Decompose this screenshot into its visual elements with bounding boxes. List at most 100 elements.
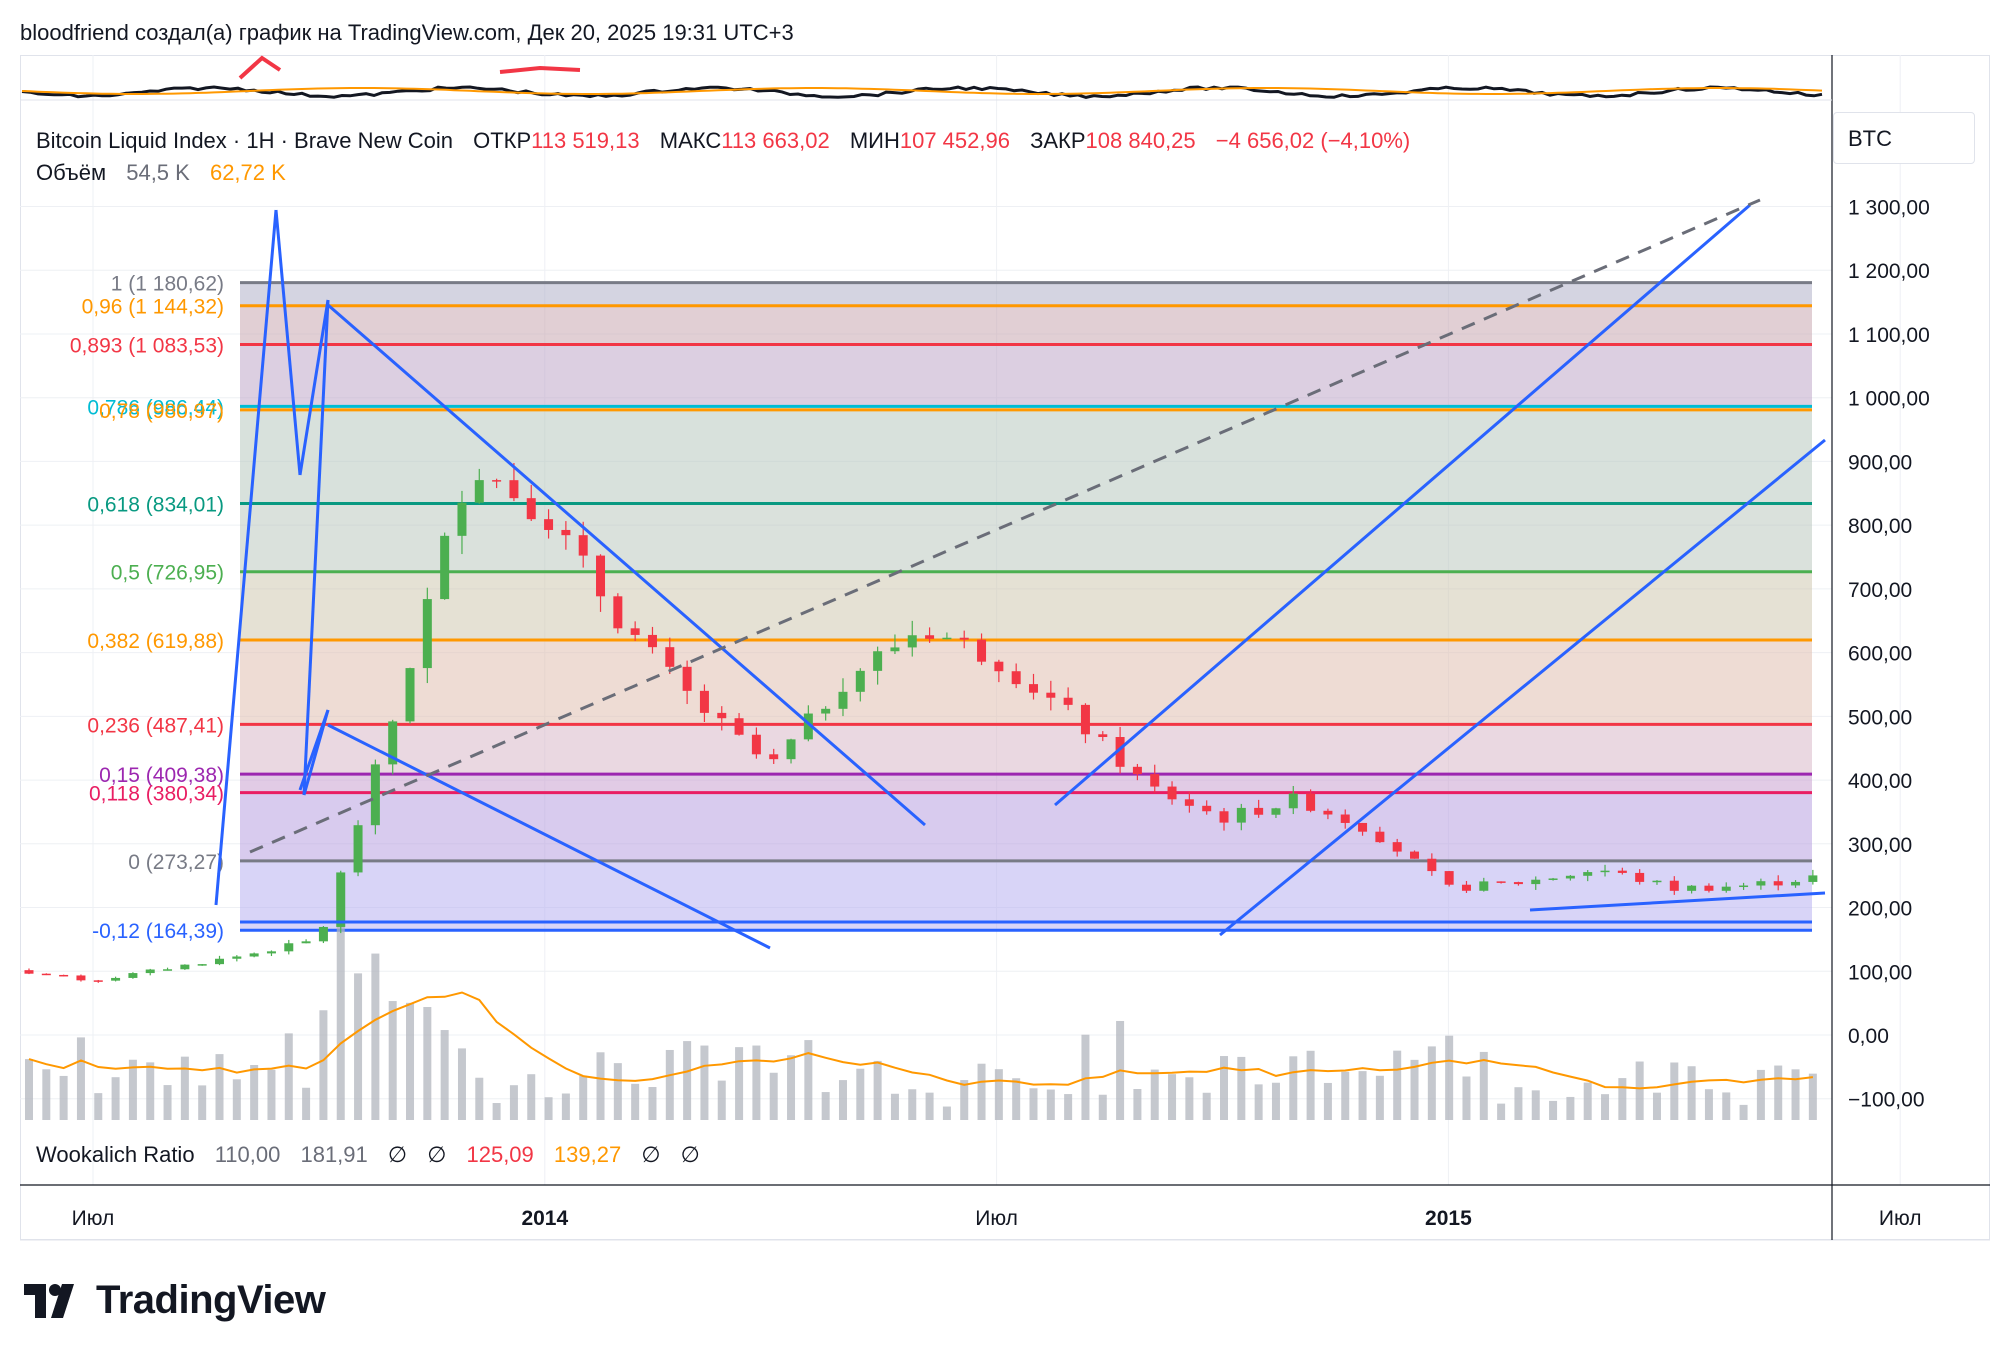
candlestick-series bbox=[24, 462, 1818, 983]
trend-line bbox=[274, 209, 302, 476]
fib-level-label: 0,618 (834,01) bbox=[87, 493, 224, 516]
volume-legend[interactable]: Объём 54,5 K 62,72 K bbox=[36, 160, 286, 186]
trend-line bbox=[1529, 891, 1826, 912]
close-value: 108 840,25 bbox=[1085, 128, 1196, 153]
candle-body bbox=[1392, 842, 1402, 852]
candle-body bbox=[93, 980, 103, 982]
candle-body bbox=[682, 666, 692, 691]
volume-bar bbox=[163, 1085, 172, 1120]
volume-bar bbox=[146, 1062, 155, 1120]
volume-bar bbox=[1012, 1078, 1021, 1120]
volume-bar bbox=[804, 1040, 813, 1120]
trend-line bbox=[1054, 203, 1751, 807]
volume-bar bbox=[1445, 1035, 1454, 1120]
candle-body bbox=[59, 974, 69, 977]
volume-bar bbox=[1531, 1090, 1540, 1120]
candle-body bbox=[1652, 880, 1662, 883]
indicator-legend[interactable]: Wookalich Ratio 110,00 181,91 ∅ ∅ 125,09… bbox=[36, 1142, 714, 1168]
candle-body bbox=[353, 825, 363, 873]
candle-body bbox=[197, 964, 207, 966]
candle-body bbox=[544, 519, 554, 530]
symbol-legend[interactable]: Bitcoin Liquid Index · 1H · Brave New Co… bbox=[36, 128, 1410, 154]
y-axis-tick-label: 1 300,00 bbox=[1848, 197, 1930, 220]
volume-bar bbox=[1427, 1046, 1436, 1120]
candle-body bbox=[1340, 814, 1350, 823]
fib-level-label: 0,78 (980,97) bbox=[99, 400, 224, 423]
volume-bar bbox=[700, 1045, 709, 1120]
candle-body bbox=[76, 975, 86, 981]
volume-bar bbox=[856, 1068, 865, 1120]
volume-bar bbox=[42, 1069, 51, 1120]
volume-bar bbox=[613, 1063, 622, 1120]
candle-body bbox=[1444, 871, 1454, 885]
y-axis-tick-label: 1 100,00 bbox=[1848, 324, 1930, 347]
tradingview-logo[interactable]: TradingView bbox=[24, 1278, 326, 1323]
candle-body bbox=[907, 635, 917, 648]
candle-body bbox=[1739, 885, 1749, 888]
volume-bar bbox=[752, 1045, 761, 1120]
y-axis-tick-label: 100,00 bbox=[1848, 961, 1912, 984]
y-axis-tick-label: 400,00 bbox=[1848, 770, 1912, 793]
candle-body bbox=[1635, 872, 1645, 882]
y-axis-tick-label: 0,00 bbox=[1848, 1025, 1889, 1048]
volume-bar bbox=[94, 1093, 103, 1120]
candle-body bbox=[405, 668, 415, 722]
candle-body bbox=[1150, 774, 1160, 787]
candle-body bbox=[492, 480, 502, 482]
candle-body bbox=[24, 970, 34, 974]
volume-bar bbox=[1791, 1069, 1800, 1120]
candle-body bbox=[578, 535, 588, 556]
trend-line bbox=[1219, 438, 1826, 937]
volume-bar bbox=[596, 1052, 605, 1120]
candle-body bbox=[1583, 872, 1593, 876]
volume-ma-line bbox=[28, 991, 1814, 1090]
volume-bar bbox=[821, 1092, 830, 1120]
volume-bar bbox=[198, 1085, 207, 1120]
candle-body bbox=[1687, 885, 1697, 891]
volume-bar bbox=[59, 1075, 68, 1120]
candle-body bbox=[1548, 878, 1558, 880]
trend-line bbox=[327, 723, 771, 950]
volume-bar bbox=[1479, 1051, 1488, 1120]
volume-bar bbox=[492, 1103, 501, 1120]
candle-body bbox=[699, 690, 709, 713]
axes: 1 300,00 1 200,00 1 100,00 1 000,00 900,00 80… bbox=[20, 55, 1990, 1241]
fib-band bbox=[240, 639, 1812, 725]
candle-body bbox=[1323, 810, 1333, 815]
candle-body bbox=[1704, 885, 1714, 891]
volume-bar bbox=[1652, 1092, 1661, 1120]
volume-bar bbox=[1393, 1050, 1402, 1120]
volume-bar bbox=[371, 953, 380, 1120]
candle-body bbox=[959, 637, 969, 640]
volume-bar bbox=[1168, 1074, 1177, 1120]
candle-body bbox=[284, 943, 294, 952]
candle-body bbox=[1184, 799, 1194, 806]
volume-bar bbox=[925, 1092, 934, 1120]
y-axis-tick-label: 200,00 bbox=[1848, 898, 1912, 921]
volume-bar bbox=[475, 1077, 484, 1120]
candle-body bbox=[249, 953, 259, 957]
volume-bar bbox=[1618, 1078, 1627, 1120]
volume-bar bbox=[1098, 1094, 1107, 1120]
change-value: −4 656,02 (−4,10%) bbox=[1215, 128, 1411, 153]
candle-body bbox=[509, 480, 519, 499]
candle-body bbox=[1202, 805, 1212, 812]
volume-bar bbox=[1046, 1089, 1055, 1120]
tradingview-logo-icon bbox=[24, 1283, 74, 1318]
candle-body bbox=[1219, 811, 1229, 823]
currency-label-box[interactable]: BTC bbox=[1833, 112, 1975, 164]
volume-bar bbox=[76, 1037, 85, 1120]
volume-ma-value: 62,72 K bbox=[209, 160, 286, 185]
fib-band bbox=[240, 792, 1812, 861]
candle-body bbox=[1063, 697, 1073, 705]
candle-body bbox=[855, 670, 865, 692]
volume-bar bbox=[354, 973, 363, 1120]
candle-body bbox=[1254, 807, 1264, 815]
indicator-value: ∅ bbox=[387, 1142, 408, 1167]
volume-bar bbox=[838, 1080, 847, 1120]
fib-level-label: -0,12 (164,39) bbox=[92, 920, 224, 943]
volume-bar bbox=[1029, 1088, 1038, 1120]
symbol-name: Bitcoin Liquid Index · 1H · Brave New Co… bbox=[36, 128, 453, 153]
volume-bar bbox=[1150, 1069, 1159, 1120]
